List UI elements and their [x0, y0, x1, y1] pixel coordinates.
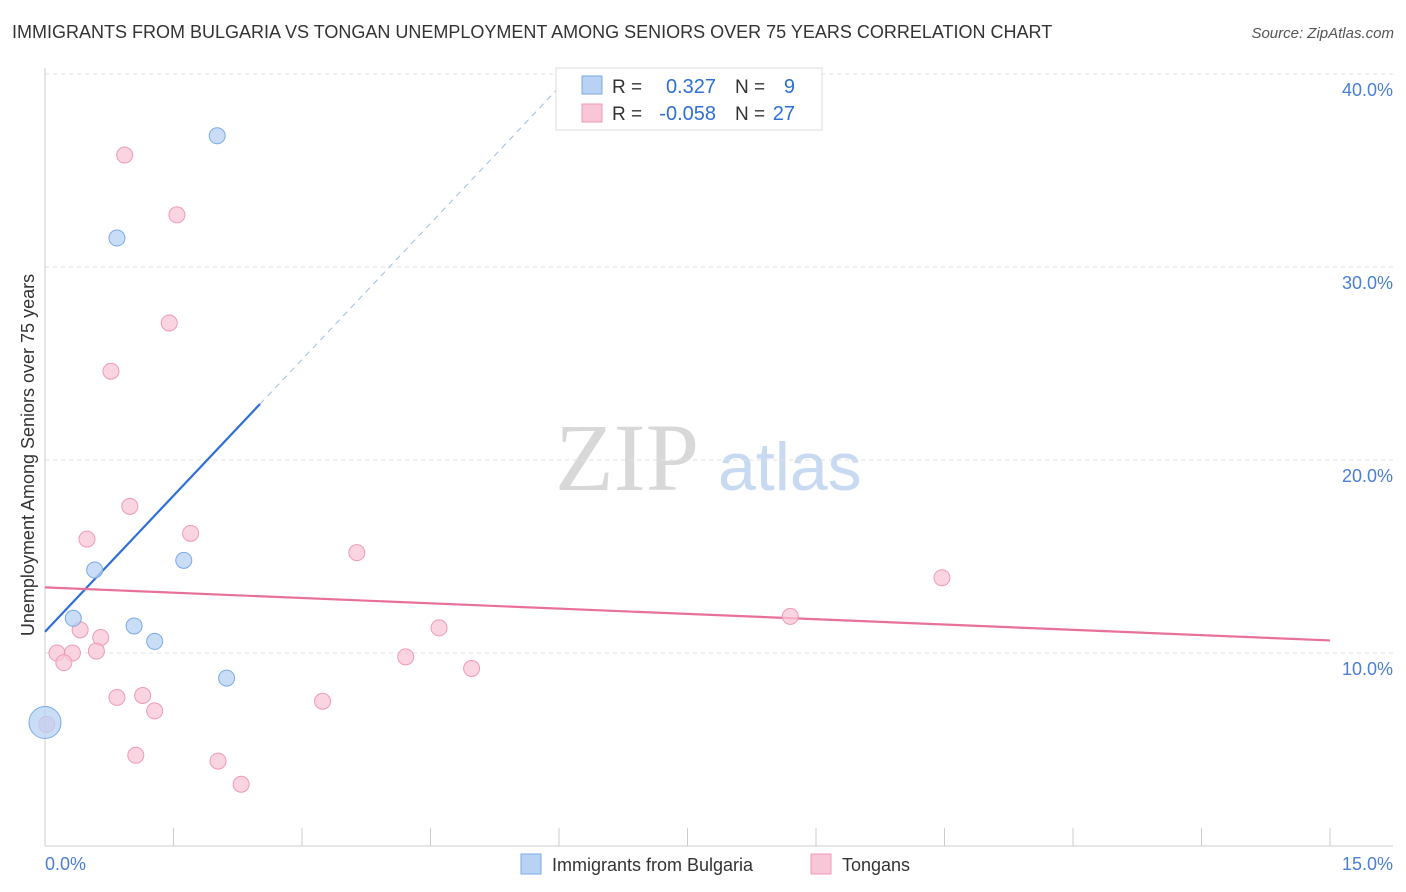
y-tick-label: 40.0% — [1342, 80, 1393, 100]
r-label: R = — [612, 104, 642, 125]
bulgaria-point — [175, 551, 193, 569]
trend-extension-0 — [259, 80, 566, 405]
tongans-point — [314, 692, 332, 710]
tongans-point — [232, 775, 250, 793]
bulgaria-point — [28, 705, 62, 739]
tongans-point — [168, 206, 186, 224]
bulgaria-point — [208, 127, 226, 145]
x-tick-label: 15.0% — [1342, 854, 1393, 874]
bulgaria-point — [64, 609, 82, 627]
bulgaria-n: 9 — [784, 76, 795, 98]
n-label: N = — [735, 104, 765, 125]
tongans-point — [397, 648, 415, 666]
legend-tongans-label[interactable]: Tongans — [842, 855, 910, 875]
tongans-point — [108, 688, 126, 706]
tongans-r: -0.058 — [659, 103, 716, 125]
tongans-point — [102, 362, 120, 380]
y-axis-label: Unemployment Among Seniors over 75 years — [18, 274, 38, 636]
bottom-legend: Immigrants from Bulgaria Tongans — [520, 853, 910, 875]
tongans-point — [87, 642, 105, 660]
trend-line-1 — [44, 586, 1331, 642]
legend-tongans-swatch — [810, 853, 832, 875]
tongans-point — [209, 752, 227, 770]
tongans-point — [134, 686, 152, 704]
stats-legend: R = 0.327 N = 9 R = -0.058 N = 27 — [555, 67, 823, 131]
tongans-point — [182, 524, 200, 542]
r-label: R = — [612, 77, 642, 98]
watermark-zip: ZIP — [555, 404, 699, 511]
tongans-point — [121, 497, 139, 515]
y-tick-label: 10.0% — [1342, 659, 1393, 679]
tongans-point — [116, 146, 134, 164]
bulgaria-point — [86, 561, 104, 579]
bulgaria-point — [218, 669, 236, 687]
x-tick-label: 0.0% — [45, 854, 86, 874]
watermark-atlas: atlas — [718, 429, 862, 505]
tongans-point — [463, 659, 481, 677]
tongans-point — [348, 544, 366, 562]
y-tick-label: 30.0% — [1342, 273, 1393, 293]
chart-title: IMMIGRANTS FROM BULGARIA VS TONGAN UNEMP… — [12, 22, 1053, 42]
bulgaria-point — [108, 229, 126, 247]
tongans-point — [146, 702, 164, 720]
tongans-n: 27 — [773, 103, 795, 125]
n-label: N = — [735, 77, 765, 98]
legend-bulgaria-label[interactable]: Immigrants from Bulgaria — [552, 855, 754, 875]
tongans-point — [933, 569, 951, 587]
tongans-point — [160, 314, 178, 332]
trend-line-0 — [44, 403, 261, 633]
y-tick-label: 20.0% — [1342, 466, 1393, 486]
tongans-point — [78, 530, 96, 548]
legend-bulgaria-swatch — [520, 853, 542, 875]
tongans-swatch — [581, 103, 603, 123]
tongans-point — [781, 607, 799, 625]
bulgaria-point — [146, 632, 164, 650]
bulgaria-swatch — [581, 75, 603, 95]
tongans-point — [55, 654, 73, 672]
tongans-point — [430, 619, 448, 637]
bulgaria-point — [125, 617, 143, 635]
source-label: Source: ZipAtlas.com — [1251, 25, 1394, 42]
bulgaria-r: 0.327 — [666, 76, 716, 98]
tongans-point — [127, 746, 145, 764]
